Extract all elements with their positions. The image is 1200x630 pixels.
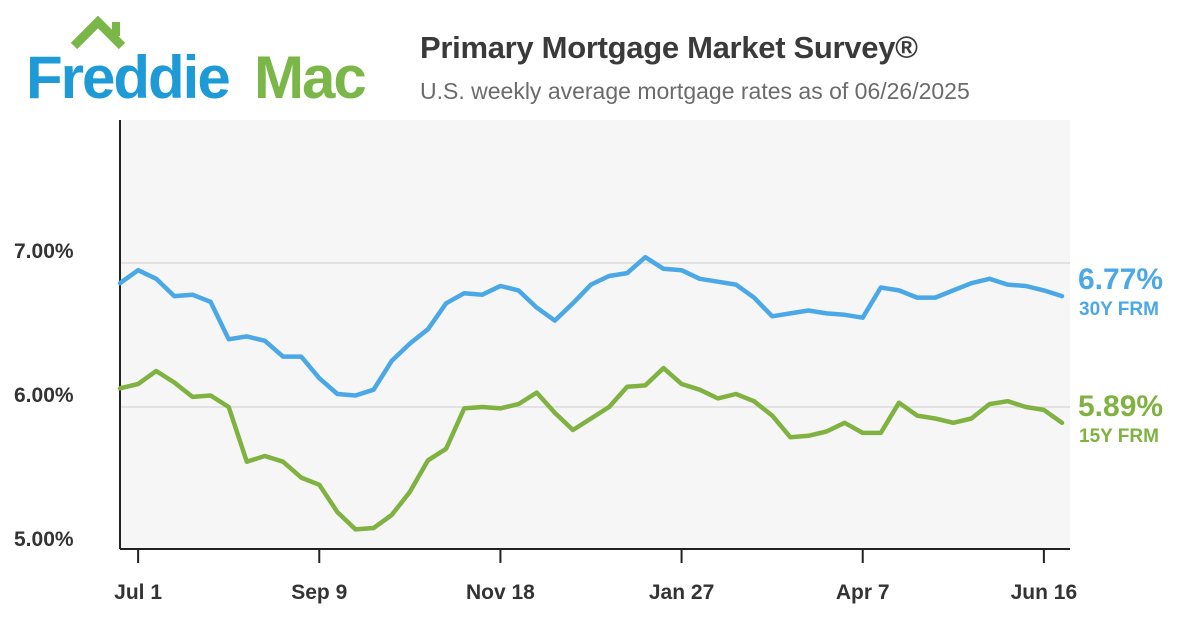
series-name-0: 30Y FRM xyxy=(1079,299,1159,320)
logo-text-freddie: Freddie xyxy=(26,44,229,106)
series-line-15y-frm xyxy=(117,365,1065,532)
chart-subtitle: U.S. weekly average mortgage rates as of… xyxy=(420,78,970,104)
series-name-1: 15Y FRM xyxy=(1079,426,1159,447)
y-tick-label-1: 6.00% xyxy=(14,384,74,407)
x-tick-label-3: Jan 27 xyxy=(649,581,714,604)
y-tick-label-2: 5.00% xyxy=(14,528,74,551)
x-tick-labels: Jul 1 Sep 9 Nov 18 Jan 27 Apr 7 Jun 16 xyxy=(114,549,1077,604)
x-tick-label-4: Apr 7 xyxy=(836,581,890,604)
house-roof-icon xyxy=(70,16,126,50)
y-tick-label-0: 7.00% xyxy=(14,240,74,263)
x-tick-label-2: Nov 18 xyxy=(466,581,535,604)
end-value-1: 5.89% xyxy=(1078,390,1163,423)
grid-layer xyxy=(120,262,1070,408)
house-chimney-icon xyxy=(112,22,120,36)
logo-text-mac: Mac xyxy=(254,44,365,106)
x-tick-label-0: Jul 1 xyxy=(114,581,162,604)
freddie-mac-logo: Freddie Mac xyxy=(26,16,367,106)
chart-title: Primary Mortgage Market Survey® xyxy=(420,30,918,65)
plot-background xyxy=(120,120,1070,549)
series-line-30y-frm xyxy=(117,254,1065,398)
end-labels: 6.77% 30Y FRM 5.89% 15Y FRM xyxy=(1078,263,1163,447)
end-value-0: 6.77% xyxy=(1078,263,1163,296)
x-tick-label-5: Jun 16 xyxy=(1011,581,1078,604)
y-tick-labels: 7.00% 6.00% 5.00% xyxy=(14,240,74,551)
x-tick-label-1: Sep 9 xyxy=(291,581,347,604)
series-lines xyxy=(117,254,1065,532)
